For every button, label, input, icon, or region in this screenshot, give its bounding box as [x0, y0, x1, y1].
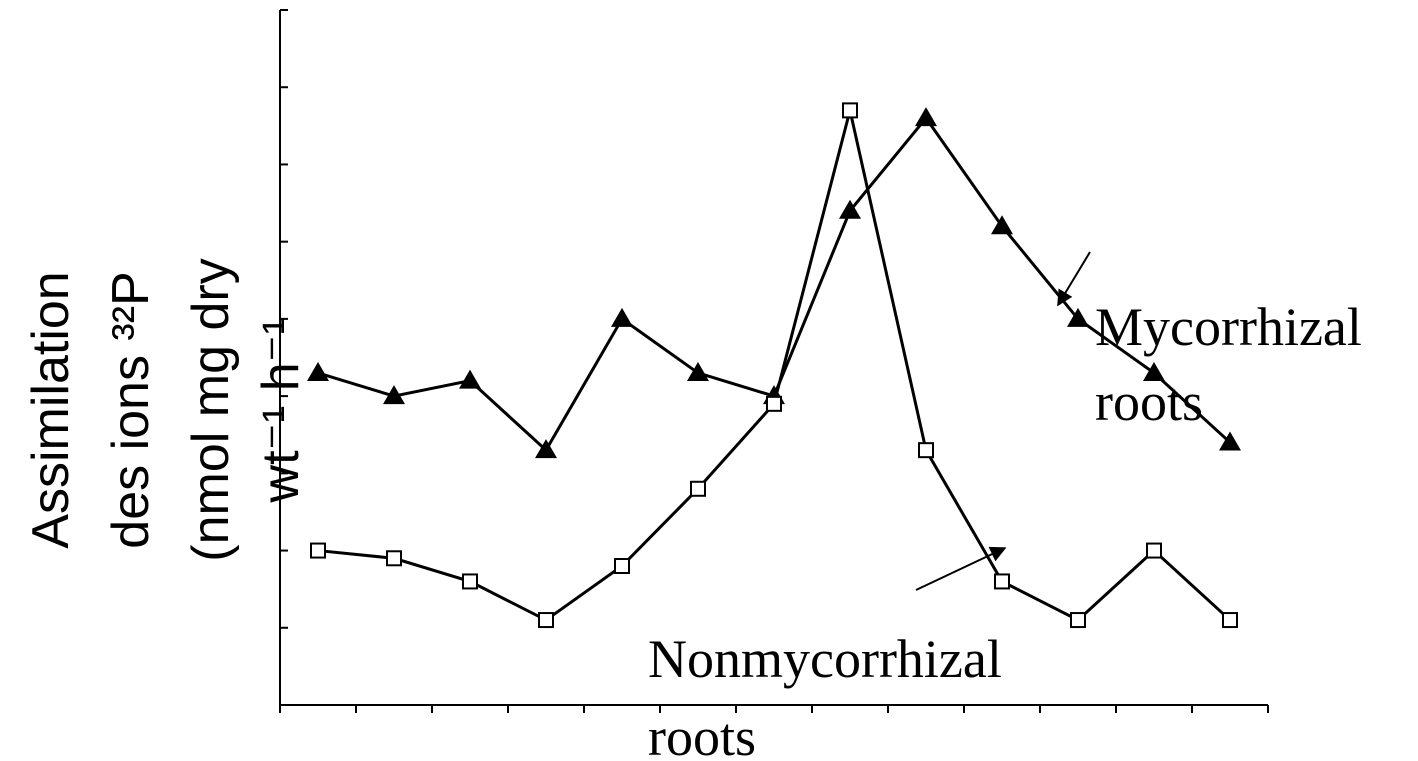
marker — [918, 442, 934, 459]
y-axis-label: Assimilation — [22, 271, 80, 548]
marker — [307, 361, 329, 381]
series-annotation: roots — [1095, 372, 1203, 432]
series-line — [317, 110, 1232, 622]
marker — [915, 107, 937, 127]
arrow — [915, 546, 1007, 591]
marker — [535, 439, 557, 459]
marker — [842, 102, 858, 119]
y-axis-label: des ions ³²P — [102, 271, 160, 548]
series-annotation: Nonmycorrhizal — [648, 629, 1002, 689]
marker — [611, 307, 633, 327]
marker — [991, 215, 1013, 235]
marker — [614, 558, 630, 574]
marker — [462, 573, 478, 590]
marker — [1070, 612, 1086, 629]
marker — [1146, 542, 1162, 559]
marker — [310, 542, 326, 559]
marker — [690, 480, 706, 497]
y-axis-label: (nmol mg dry — [182, 258, 240, 561]
marker — [459, 369, 481, 389]
marker — [839, 199, 861, 219]
marker — [1219, 431, 1241, 451]
marker — [1222, 612, 1238, 629]
y-axis-label: wt⁻¹ h⁻¹ — [252, 318, 310, 504]
series-annotation: Mycorrhizal — [1095, 297, 1362, 357]
marker — [687, 361, 709, 381]
arrow — [1057, 251, 1091, 307]
marker — [538, 612, 554, 629]
marker — [386, 550, 402, 567]
marker — [766, 395, 782, 412]
marker — [383, 385, 405, 405]
marker — [994, 573, 1010, 590]
marker — [1143, 361, 1165, 381]
marker — [1067, 307, 1089, 327]
series-annotation: roots — [648, 707, 756, 761]
